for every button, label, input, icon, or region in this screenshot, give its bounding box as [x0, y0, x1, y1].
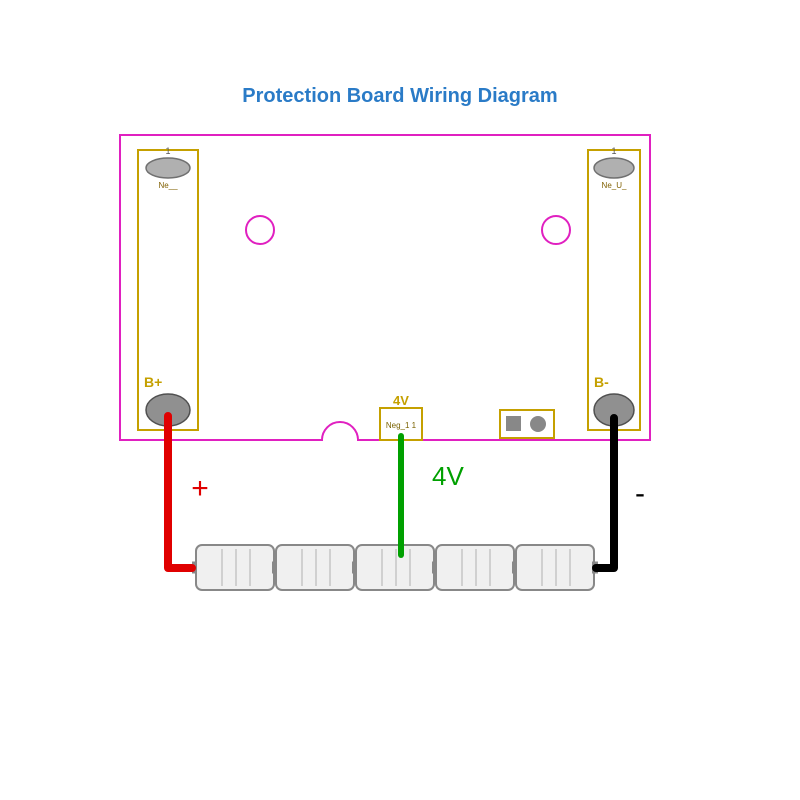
battery-cell-1 [276, 545, 354, 590]
b-plus-label: B+ [144, 374, 162, 390]
battery-cell-0 [196, 545, 274, 590]
battery-cell-2 [356, 545, 434, 590]
left-pad-num: 1 [165, 146, 170, 156]
aux-circle-icon [530, 416, 546, 432]
right-pad-net: Ne_U_ [602, 181, 627, 190]
wiring-diagram: Protection Board Wiring Diagram 1 Ne__ 1 Ne_… [0, 0, 800, 800]
four-v-label: 4V [432, 461, 464, 491]
mount-hole-0 [246, 216, 274, 244]
right-pad-num: 1 [611, 146, 616, 156]
aux-square-icon [506, 416, 521, 431]
plus-label: + [191, 472, 209, 505]
right-pad-top [594, 158, 634, 178]
battery-pack [192, 545, 598, 590]
minus-label: - [635, 477, 645, 510]
center-4v-inner: Neg_1 1 [386, 421, 417, 430]
mount-hole-1 [542, 216, 570, 244]
pcb-outline [120, 135, 650, 440]
diagram-title: Protection Board Wiring Diagram [242, 85, 557, 107]
left-pad-top [146, 158, 190, 178]
b-minus-label: B- [594, 374, 609, 390]
battery-cell-4 [516, 545, 594, 590]
left-pad-net: Ne__ [158, 181, 178, 190]
battery-cell-3 [436, 545, 514, 590]
center-4v-top-label: 4V [393, 393, 409, 408]
